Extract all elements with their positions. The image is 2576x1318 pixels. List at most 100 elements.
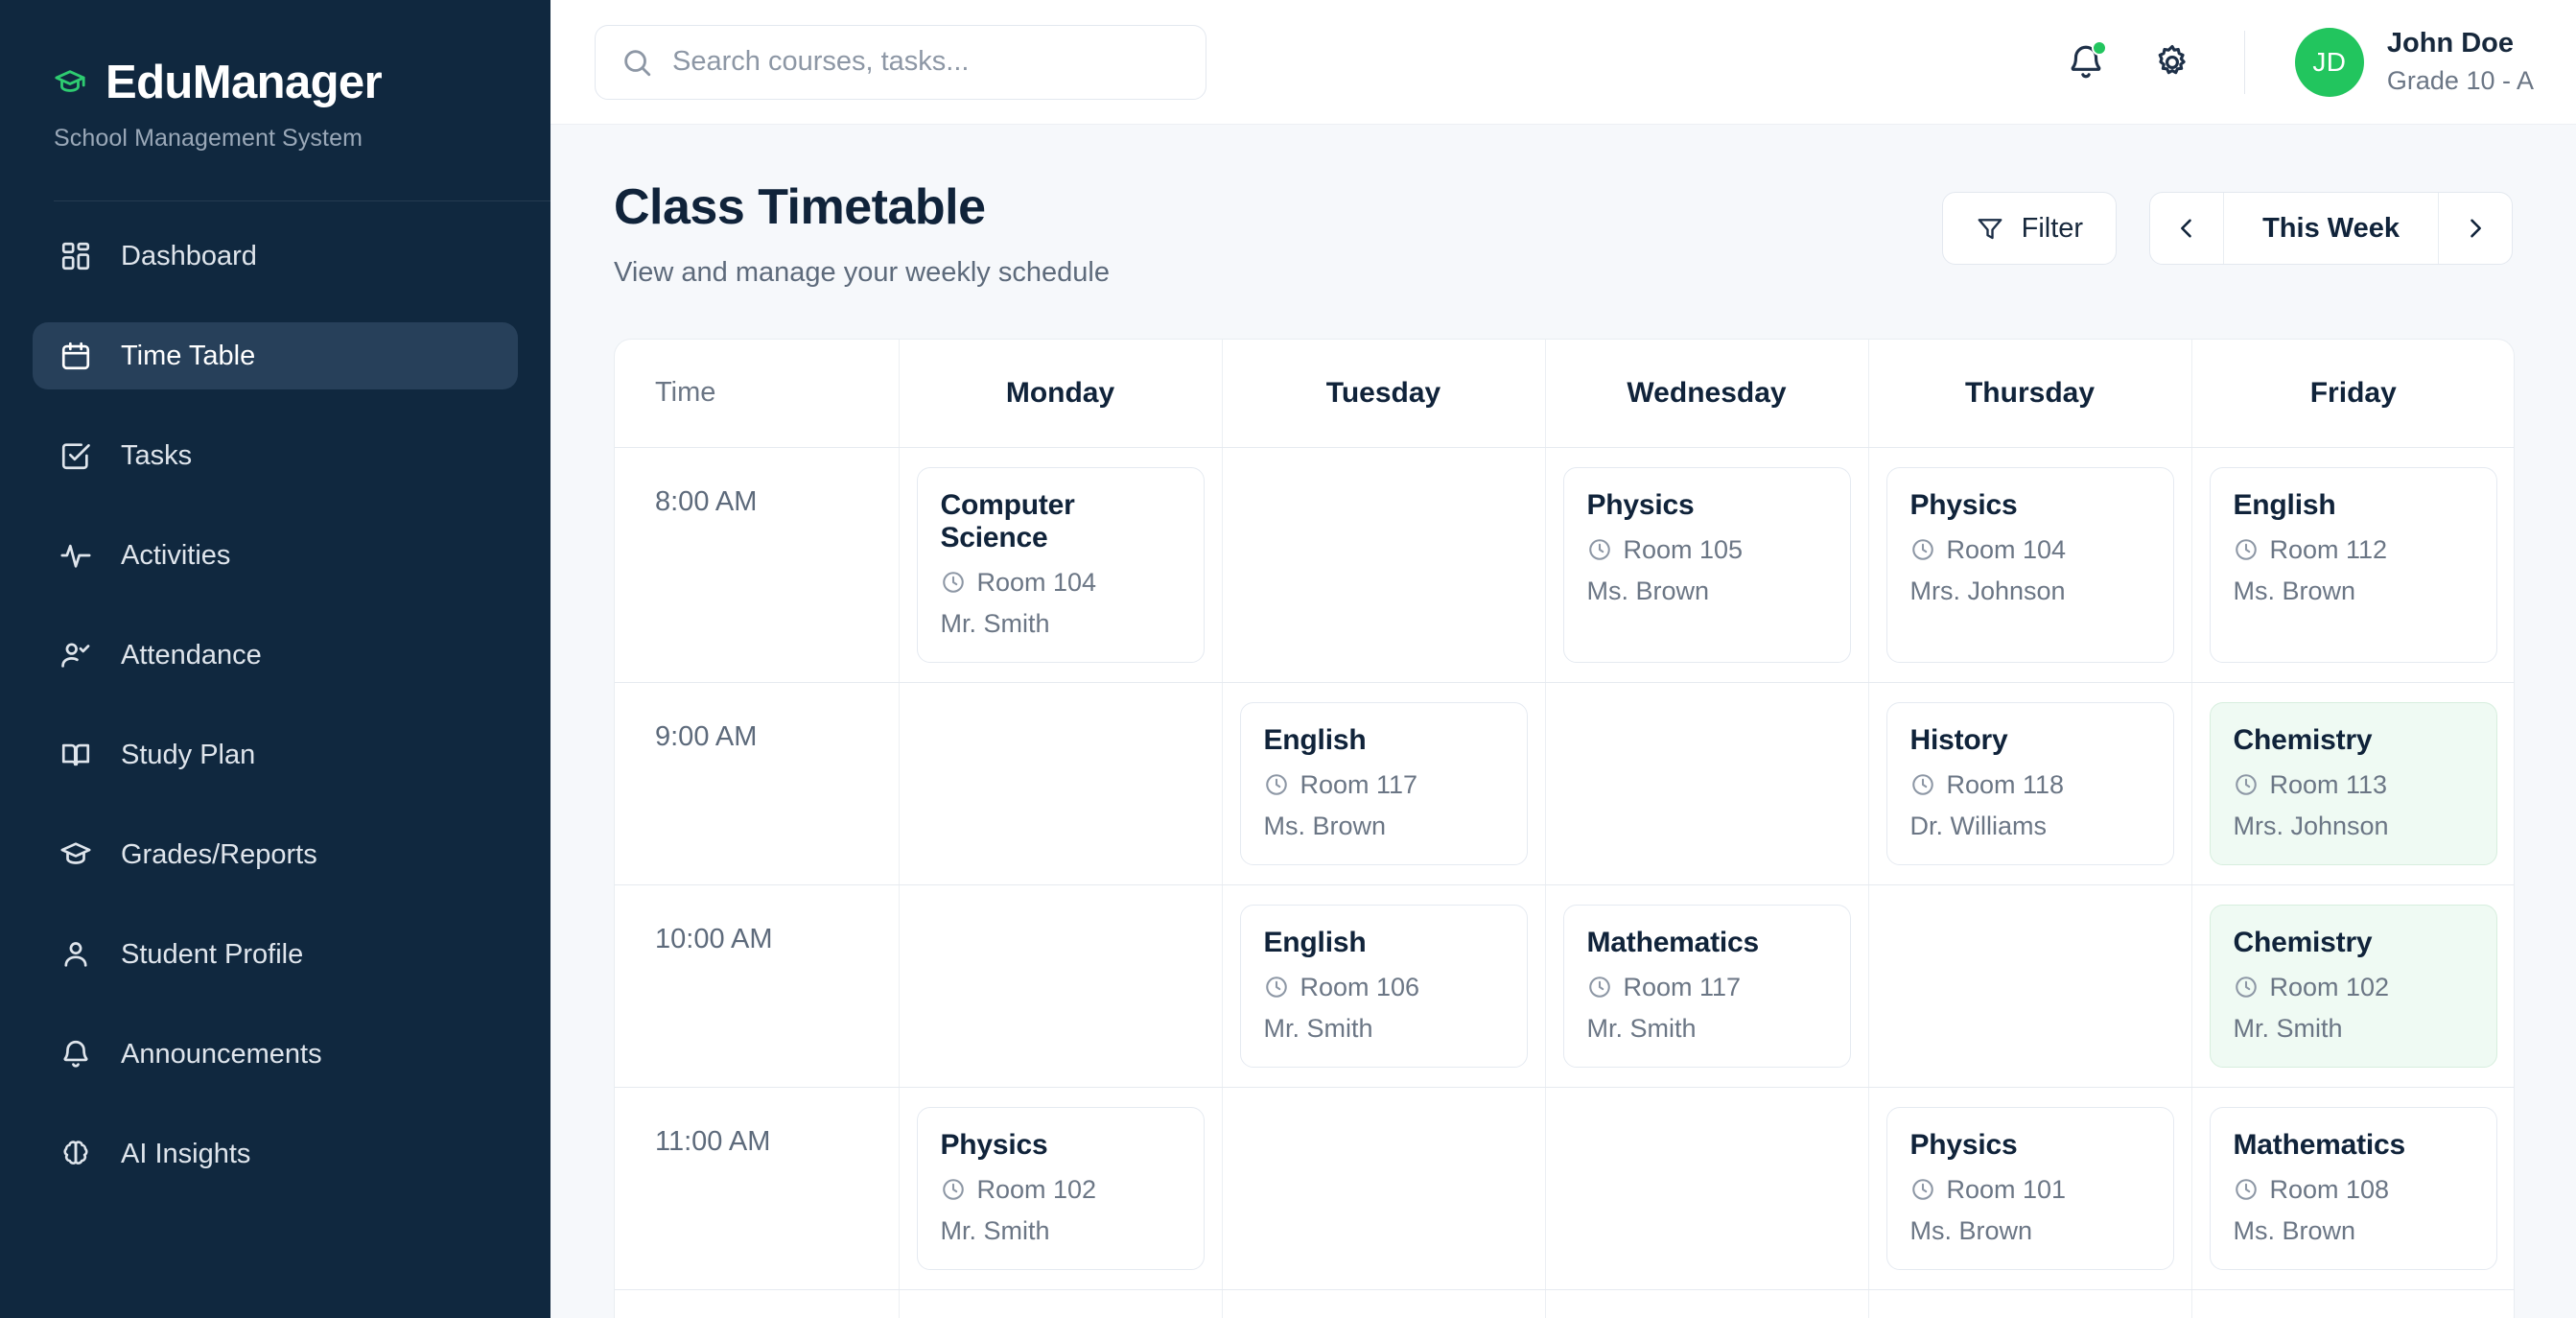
class-card[interactable]: English Room 112 Ms. Brown [2209, 466, 2497, 663]
next-week-button[interactable] [2439, 193, 2512, 264]
timetable-cell[interactable]: English Room 117 Ms. Brown [1222, 682, 1546, 885]
timetable-cell[interactable]: Chemistry Room 113 Mrs. Johnson [2191, 682, 2514, 885]
class-teacher: Dr. Williams [1909, 811, 2048, 840]
class-card[interactable]: Chemistry Room 102 Mr. Smith [2209, 904, 2497, 1068]
time-slot-label: 10:00 AM [615, 884, 900, 1088]
clock-icon [2234, 537, 2259, 562]
timetable-row: 8:00 AM Computer Science Room 104 Mr. Smith… [615, 447, 2514, 683]
sidebar-item-label: Tasks [121, 439, 193, 471]
timetable-cell [899, 1289, 1223, 1318]
class-subject: Mathematics [2233, 1128, 2406, 1161]
class-room-label: Room 102 [2269, 972, 2390, 1001]
timetable-cell[interactable]: Physics Room 102 Mr. Smith [899, 1087, 1223, 1290]
book-open-icon [59, 739, 92, 771]
clock-icon [1264, 975, 1289, 1000]
sidebar-item-activities[interactable]: Activities [33, 522, 518, 589]
class-room: Room 102 [2234, 973, 2474, 1002]
timetable-head: Time Monday Tuesday Wednesday Thursday F… [615, 340, 2514, 448]
clock-icon [1910, 1177, 1935, 1202]
sidebar-item-attendance[interactable]: Attendance [33, 622, 518, 689]
timetable-cell[interactable]: Chemistry Room 102 Mr. Smith [2191, 884, 2514, 1088]
column-header-time: Time [615, 340, 900, 448]
sidebar-item-student-profile[interactable]: Student Profile [33, 921, 518, 988]
class-room: Room 118 [1910, 770, 2150, 800]
clock-icon [1910, 772, 1935, 797]
timetable-cell[interactable]: Mathematics Room 108 Ms. Brown [2191, 1087, 2514, 1290]
timetable-cell[interactable]: English Room 112 Ms. Brown [2191, 447, 2514, 683]
sidebar-item-time-table[interactable]: Time Table [33, 322, 518, 389]
class-card[interactable]: Physics Room 105 Ms. Brown [1562, 466, 1851, 663]
sidebar-item-label: Activities [121, 539, 231, 571]
graduation-cap-icon [54, 66, 86, 99]
class-card[interactable]: English Room 117 Ms. Brown [1239, 701, 1528, 865]
class-subject: English [1263, 926, 1367, 958]
sidebar-item-label: Announcements [121, 1038, 322, 1070]
clock-icon [941, 570, 966, 595]
column-header-wednesday: Wednesday [1545, 340, 1869, 448]
timetable-cell [1545, 1289, 1869, 1318]
class-subject: Physics [1586, 488, 1695, 521]
funnel-icon [1976, 214, 2004, 243]
timetable-cell[interactable]: Physics Room 101 Ms. Brown [1868, 1087, 2192, 1290]
user-menu[interactable]: JD John Doe Grade 10 - A [2294, 26, 2534, 98]
filter-button[interactable]: Filter [1941, 192, 2118, 265]
column-header-thursday: Thursday [1868, 340, 2192, 448]
class-teacher: Ms. Brown [1909, 1215, 2033, 1245]
search-box[interactable] [595, 24, 1206, 100]
timetable-cell[interactable]: Physics Room 104 Mrs. Johnson [1868, 447, 2192, 683]
sidebar-item-ai-insights[interactable]: AI Insights [33, 1120, 518, 1188]
search-input[interactable] [672, 46, 1181, 78]
timetable-cell[interactable]: Physics Room 105 Ms. Brown [1545, 447, 1869, 683]
page-content: Class Timetable View and manage your wee… [550, 125, 2576, 1318]
class-card[interactable]: English Room 106 Mr. Smith [1239, 904, 1528, 1068]
timetable-cell [1222, 1087, 1546, 1290]
sidebar-item-study-plan[interactable]: Study Plan [33, 721, 518, 788]
class-card[interactable]: Computer Science Room 104 Mr. Smith [916, 466, 1205, 663]
sidebar-item-label: Attendance [121, 639, 262, 671]
class-card[interactable]: History Room 118 Dr. Williams [1885, 701, 2174, 865]
class-teacher: Ms. Brown [2233, 576, 2356, 605]
timetable-cell[interactable]: History Room 118 Dr. Williams [1868, 682, 2192, 885]
clock-icon [1587, 975, 1612, 1000]
class-card[interactable]: Physics Room 101 Ms. Brown [1885, 1106, 2174, 1270]
sidebar: EduManager School Management System Dash… [0, 0, 550, 1318]
notifications-button[interactable] [2064, 39, 2108, 84]
class-teacher: Mr. Smith [1263, 1013, 1373, 1043]
timetable-cell[interactable]: English Room 106 Mr. Smith [1222, 884, 1546, 1088]
sidebar-item-announcements[interactable]: Announcements [33, 1021, 518, 1088]
column-header-tuesday: Tuesday [1222, 340, 1546, 448]
graduation-cap-icon [59, 838, 92, 871]
timetable-cell[interactable]: Computer Science Room 104 Mr. Smith [899, 447, 1223, 683]
sidebar-divider [54, 200, 550, 201]
clock-icon [941, 1177, 966, 1202]
class-subject: Physics [940, 1128, 1048, 1161]
timetable-cell[interactable]: Mathematics Room 117 Mr. Smith [1545, 884, 1869, 1088]
settings-button[interactable] [2150, 40, 2194, 84]
class-room-label: Room 105 [1623, 534, 1744, 564]
class-room-label: Room 108 [2269, 1174, 2390, 1204]
sidebar-item-grades-reports[interactable]: Grades/Reports [33, 821, 518, 888]
sidebar-item-tasks[interactable]: Tasks [33, 422, 518, 489]
filter-button-label: Filter [2021, 212, 2084, 244]
class-card[interactable]: Physics Room 102 Mr. Smith [916, 1106, 1205, 1270]
week-label[interactable]: This Week [2223, 193, 2439, 264]
class-card[interactable]: Chemistry Room 113 Mrs. Johnson [2209, 701, 2497, 865]
sidebar-item-dashboard[interactable]: Dashboard [33, 223, 518, 290]
class-card[interactable]: Mathematics Room 117 Mr. Smith [1562, 904, 1851, 1068]
class-card[interactable]: Physics Room 104 Mrs. Johnson [1885, 466, 2174, 663]
class-subject: Computer Science [940, 488, 1075, 553]
class-card[interactable]: Mathematics Room 108 Ms. Brown [2209, 1106, 2497, 1270]
week-navigation: This Week [2149, 192, 2513, 265]
class-room: Room 105 [1587, 535, 1827, 565]
clock-icon [1587, 537, 1612, 562]
sidebar-item-label: Study Plan [121, 739, 256, 770]
timetable-cell [899, 682, 1223, 885]
timetable-cell [1545, 682, 1869, 885]
prev-week-button[interactable] [2150, 193, 2223, 264]
class-teacher: Mrs. Johnson [1909, 576, 2066, 605]
timetable-row: 12:00 PM [615, 1289, 2514, 1318]
page-actions: Filter This Week [1941, 178, 2513, 265]
class-subject: Physics [1909, 488, 2018, 521]
timetable-card: Time Monday Tuesday Wednesday Thursday F… [614, 339, 2515, 1318]
